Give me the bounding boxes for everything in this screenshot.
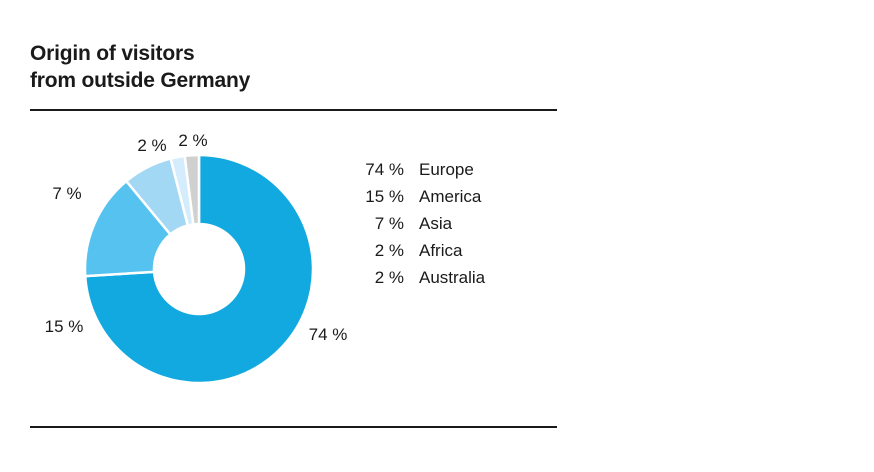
chart-title-line-2: from outside Germany: [30, 69, 251, 92]
legend-item-asia: 7 % Asia: [356, 210, 485, 237]
legend-value: 74 %: [365, 160, 404, 179]
top-divider: [30, 109, 557, 111]
slice-label-asia: 7 %: [52, 184, 81, 203]
slice-label-africa: 2 %: [137, 136, 166, 155]
legend-label: America: [419, 187, 482, 206]
legend-item-europe: 74 % Europe: [356, 156, 485, 183]
legend-label: Asia: [419, 214, 453, 233]
legend-item-africa: 2 % Africa: [356, 237, 485, 264]
legend-item-australia: 2 % Australia: [356, 264, 485, 291]
chart-title-line-1: Origin of visitors: [30, 42, 195, 65]
bottom-divider: [30, 426, 557, 428]
legend-value: 7 %: [374, 214, 404, 233]
legend-label: Australia: [419, 268, 486, 287]
legend: 74 % Europe 15 % America 7 % Asia 2 % Africa…: [356, 156, 485, 291]
slice-label-europe: 74 %: [309, 325, 348, 344]
legend-label: Africa: [419, 241, 463, 260]
slice-australia: [183, 153, 201, 226]
slice-label-australia: 2 %: [178, 131, 207, 150]
chart-title: Origin of visitors from outside Germany: [30, 40, 250, 94]
slice-america: [83, 179, 172, 278]
legend-label: Europe: [419, 160, 474, 179]
legend-value: 2 %: [374, 268, 404, 287]
legend-value: 2 %: [374, 241, 404, 260]
legend-item-america: 15 % America: [356, 183, 485, 210]
slice-label-america: 15 %: [45, 317, 84, 336]
legend-value: 15 %: [365, 187, 404, 206]
slice-europe: [83, 153, 315, 385]
